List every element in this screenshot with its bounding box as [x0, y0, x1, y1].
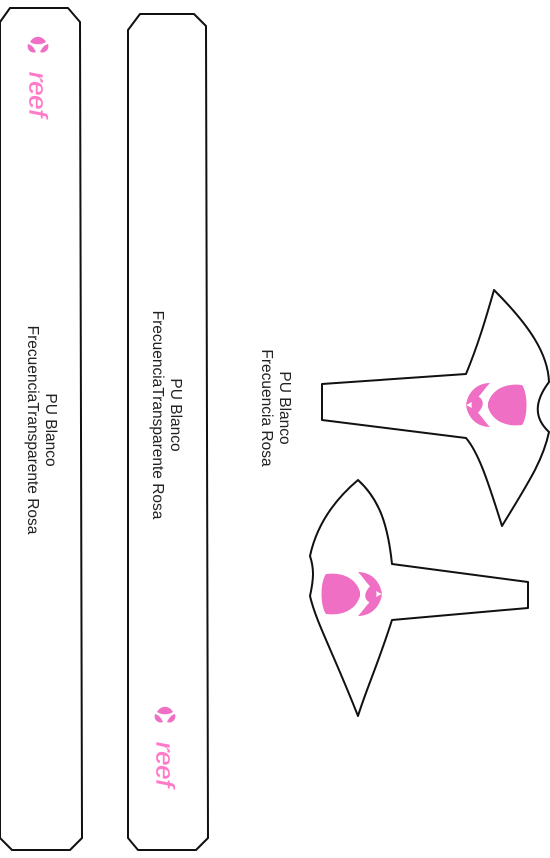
- strip-middle-label: PU Blanco FrecuenciaTransparente Rosa: [149, 311, 184, 520]
- brand-text-middle: reef: [150, 741, 180, 791]
- strip-left-line2: FrecuenciaTransparente Rosa: [24, 326, 41, 535]
- sole-piece-upper: [321, 289, 550, 527]
- strip-middle-outline: [127, 13, 209, 851]
- sole-piece-upper-outline: [321, 289, 550, 527]
- lotus-emblem-lower: [321, 572, 382, 616]
- sole-piece-lower-outline: [309, 479, 529, 717]
- sole-label-line1: PU Blanco: [276, 371, 293, 444]
- sole-piece-lower: [309, 479, 529, 717]
- strip-middle: reef PU Blanco FrecuenciaTransparente Ro…: [127, 13, 209, 851]
- strip-middle-line1: PU Blanco: [167, 378, 184, 451]
- strip-left-line1: PU Blanco: [42, 393, 59, 466]
- sole-label: PU Blanco Frecuencia Rosa: [258, 349, 293, 467]
- lotus-mark-left: [27, 36, 49, 53]
- lotus-mark-middle: [154, 706, 176, 723]
- reef-logo-left: reef: [23, 36, 53, 121]
- lotus-emblem-upper: [466, 383, 527, 427]
- strip-left: reef PU Blanco FrecuenciaTransparente Ro…: [0, 7, 83, 851]
- strip-left-label: PU Blanco FrecuenciaTransparente Rosa: [24, 326, 59, 535]
- strip-left-outline: [0, 7, 83, 851]
- brand-text-left: reef: [23, 71, 53, 121]
- strip-middle-line2: FrecuenciaTransparente Rosa: [149, 311, 166, 520]
- reef-logo-middle: reef: [150, 706, 180, 791]
- sole-label-line2: Frecuencia Rosa: [258, 349, 275, 467]
